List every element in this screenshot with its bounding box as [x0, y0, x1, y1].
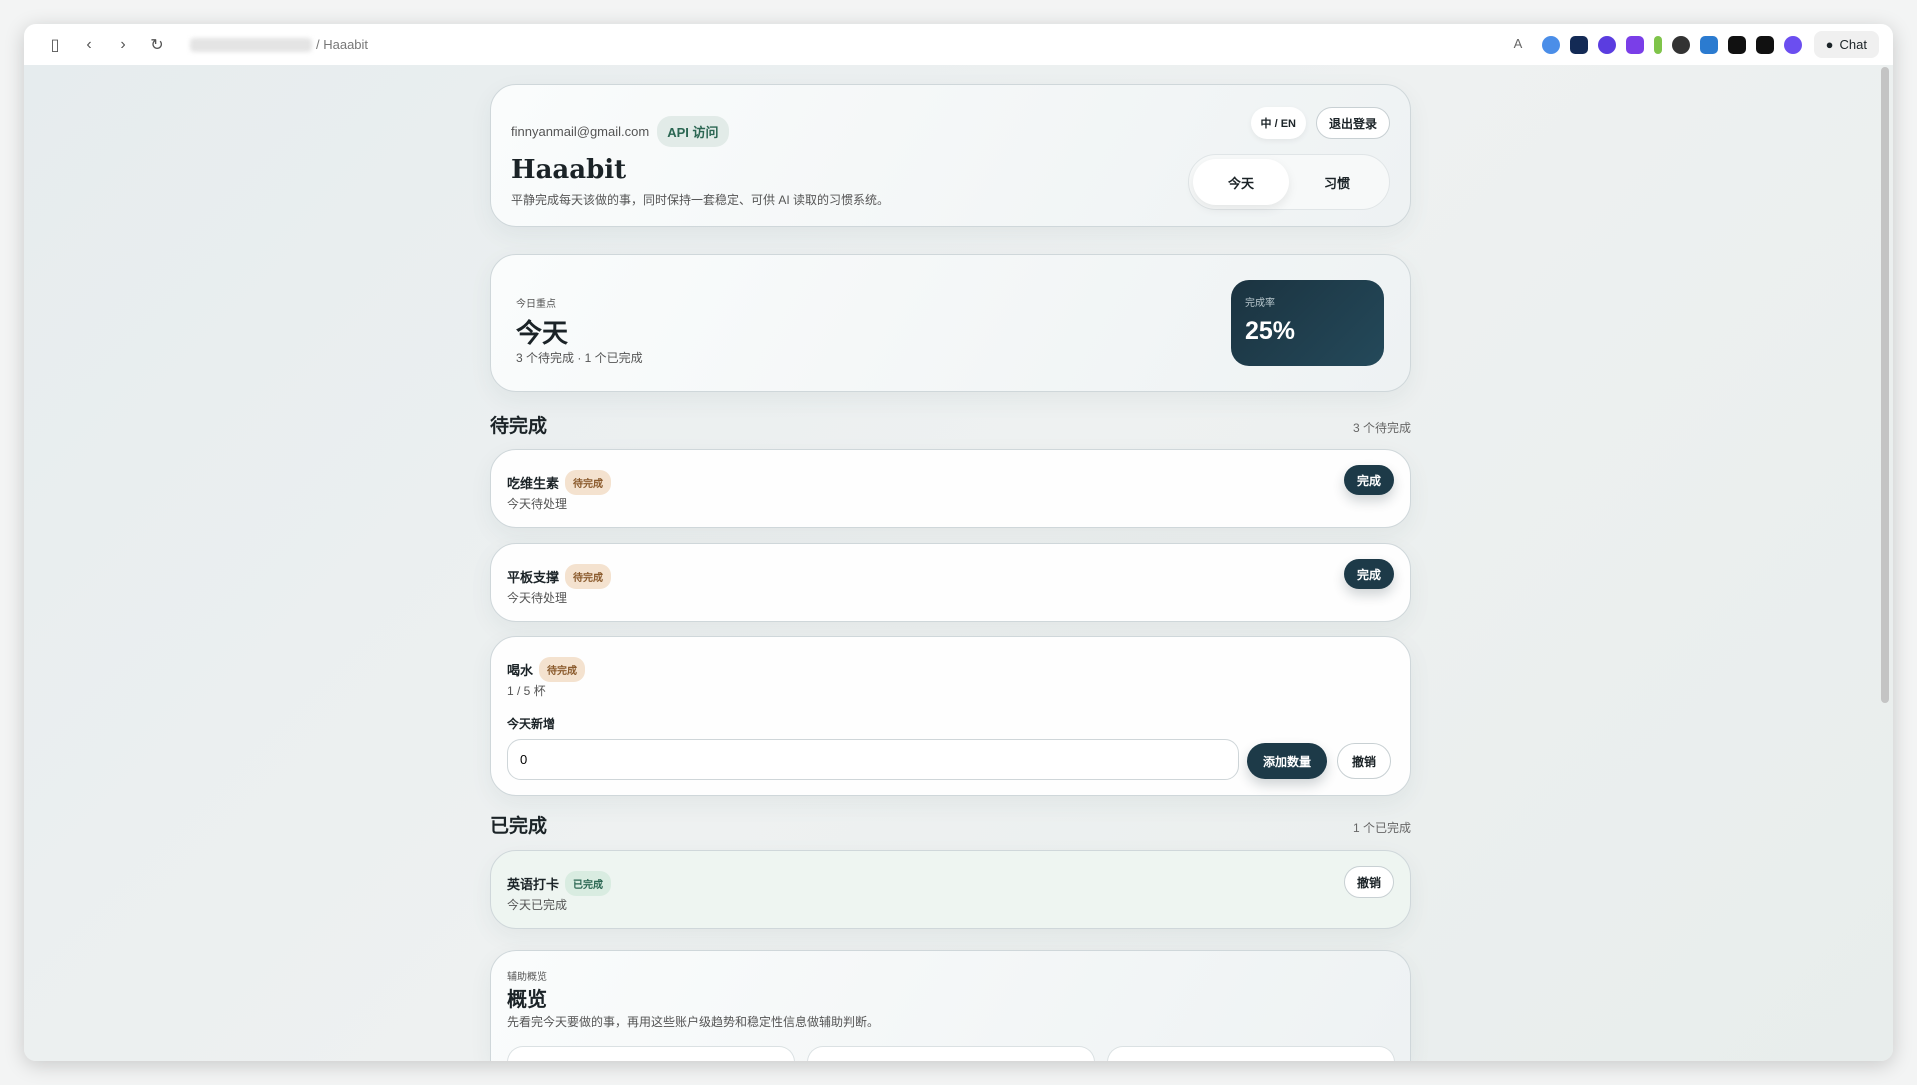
overview-stat-card — [507, 1046, 795, 1061]
overview-title: 概览 — [507, 989, 547, 1011]
quantity-input[interactable] — [507, 739, 1239, 780]
forward-icon[interactable]: › — [120, 35, 126, 53]
status-badge: 待完成 — [565, 564, 612, 589]
extension-icon[interactable] — [1625, 35, 1644, 54]
task-progress: 1 / 5 杯 — [507, 684, 546, 698]
add-label: 今天新增 — [507, 717, 556, 731]
chat-button[interactable]: ● Chat — [1813, 31, 1879, 58]
summary-title: 今天 — [516, 318, 569, 348]
undo-button[interactable]: 撤销 — [1344, 866, 1394, 898]
tagline: 平静完成每天该做的事，同时保持一套稳定、可供 AI 读取的习惯系统。 — [511, 193, 890, 207]
sidebar-toggle-icon[interactable]: ▯ — [50, 36, 60, 54]
task-name: 平板支撑 — [507, 570, 560, 585]
extension-icon[interactable] — [1597, 35, 1616, 54]
header-card: finnyanmail@gmail.com API 访问 中 / EN 退出登录 … — [490, 84, 1411, 227]
overview-stat-card — [1107, 1046, 1395, 1061]
tab-today[interactable]: 今天 — [1193, 159, 1289, 205]
completed-section-header: 已完成 1 个已完成 — [490, 811, 1411, 838]
overview-kicker: 辅助概览 — [507, 972, 547, 983]
task-name: 英语打卡 — [507, 877, 560, 892]
complete-button[interactable]: 完成 — [1344, 465, 1394, 495]
view-tabs: 今天 习惯 — [1188, 154, 1390, 210]
rate-label: 完成率 — [1245, 298, 1275, 309]
status-badge: 待完成 — [565, 470, 612, 495]
task-status: 今天已完成 — [507, 898, 568, 912]
task-card: 英语打卡 已完成 今天已完成 撤销 — [490, 850, 1411, 929]
chat-bubble-icon: ● — [1825, 37, 1834, 52]
brand-title: Haaabit — [511, 155, 627, 185]
task-name: 喝水 — [507, 663, 534, 678]
language-toggle[interactable]: 中 / EN — [1250, 107, 1306, 139]
pending-section-header: 待完成 3 个待完成 — [490, 411, 1411, 438]
pending-title: 待完成 — [490, 416, 548, 437]
translate-icon[interactable]: A — [1513, 35, 1523, 51]
summary-kicker: 今日重点 — [516, 299, 556, 310]
task-status: 今天待处理 — [507, 591, 568, 605]
status-badge: 已完成 — [565, 871, 612, 896]
browser-toolbar: ▯ ‹ › ↻ / Haaabit A ● Chat — [24, 24, 1893, 65]
status-badge: 待完成 — [539, 657, 586, 682]
extensions: A — [1513, 35, 1802, 54]
api-access-badge[interactable]: API 访问 — [657, 116, 729, 147]
user-email: finnyanmail@gmail.com — [511, 124, 650, 139]
extension-icon[interactable] — [1699, 35, 1718, 54]
overview-card: 辅助概览 概览 先看完今天要做的事，再用这些账户级趋势和稳定性信息做辅助判断。 — [490, 950, 1411, 1061]
summary-card: 今日重点 今天 3 个待完成 · 1 个已完成 完成率 25% — [490, 254, 1411, 392]
completed-title: 已完成 — [490, 816, 548, 837]
overview-stat-card — [807, 1046, 1095, 1061]
tab-habits[interactable]: 习惯 — [1323, 175, 1350, 191]
reload-icon[interactable]: ↻ — [150, 36, 164, 54]
extension-icon[interactable] — [1755, 35, 1774, 54]
extension-icon[interactable] — [1569, 35, 1588, 54]
task-card: 平板支撑 待完成 今天待处理 完成 — [490, 543, 1411, 622]
overview-subtitle: 先看完今天要做的事，再用这些账户级趋势和稳定性信息做辅助判断。 — [507, 1015, 880, 1029]
browser-window: ▯ ‹ › ↻ / Haaabit A ● Chat finnyanmail@gm… — [24, 24, 1893, 1061]
task-status: 今天待处理 — [507, 497, 568, 511]
rate-value: 25% — [1245, 317, 1296, 345]
logout-button[interactable]: 退出登录 — [1315, 107, 1390, 139]
summary-subtitle: 3 个待完成 · 1 个已完成 — [516, 351, 643, 365]
extension-icon[interactable] — [1653, 35, 1662, 54]
pending-count: 3 个待完成 — [1352, 421, 1411, 435]
extension-icon[interactable] — [1727, 35, 1746, 54]
task-card: 吃维生素 待完成 今天待处理 完成 — [490, 449, 1411, 528]
add-quantity-button[interactable]: 添加数量 — [1247, 743, 1327, 779]
task-name: 吃维生素 — [507, 476, 560, 491]
extension-icon[interactable] — [1671, 35, 1690, 54]
completion-rate-panel: 完成率 25% — [1231, 280, 1384, 366]
url-path: / Haaabit — [316, 37, 369, 52]
back-icon[interactable]: ‹ — [86, 35, 92, 53]
complete-button[interactable]: 完成 — [1344, 559, 1394, 589]
address-bar[interactable]: / Haaabit — [190, 37, 368, 52]
completed-count: 1 个已完成 — [1352, 821, 1411, 835]
extension-icon[interactable] — [1541, 35, 1560, 54]
extension-icon[interactable] — [1783, 35, 1802, 54]
scrollbar[interactable] — [1881, 67, 1889, 703]
undo-button[interactable]: 撤销 — [1337, 743, 1391, 779]
blurred-domain — [190, 37, 312, 52]
